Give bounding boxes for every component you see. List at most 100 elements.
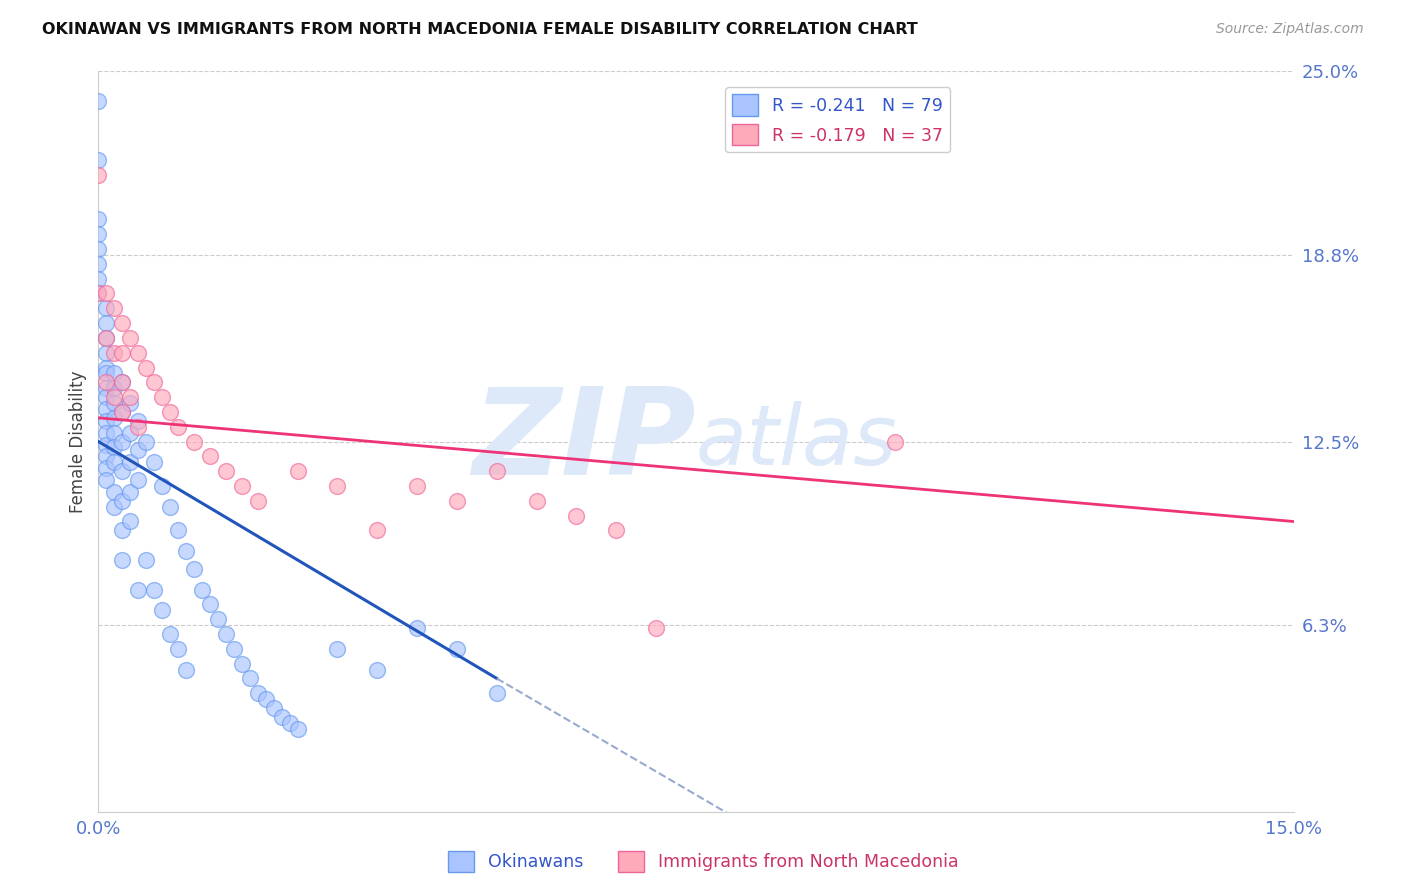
Point — [366, 663, 388, 677]
Point — [263, 701, 285, 715]
Point — [87, 94, 110, 108]
Point — [231, 479, 253, 493]
Point — [127, 473, 149, 487]
Point — [485, 686, 508, 700]
Point — [215, 627, 238, 641]
Point — [96, 414, 118, 428]
Point — [103, 396, 125, 410]
Point — [96, 425, 118, 440]
Point — [127, 345, 149, 359]
Point — [485, 464, 508, 478]
Point — [120, 425, 142, 440]
Point — [96, 376, 118, 390]
Point — [96, 437, 118, 451]
Point — [87, 153, 110, 168]
Point — [87, 286, 110, 301]
Point — [103, 301, 125, 316]
Point — [103, 455, 125, 469]
Point — [96, 331, 118, 345]
Point — [270, 710, 292, 724]
Point — [87, 212, 110, 227]
Point — [150, 603, 173, 617]
Point — [87, 271, 110, 285]
Point — [96, 381, 118, 395]
Point — [103, 381, 125, 395]
Point — [96, 301, 118, 316]
Point — [645, 621, 668, 635]
Point — [96, 360, 118, 375]
Point — [96, 473, 118, 487]
Point — [111, 376, 134, 390]
Point — [111, 345, 134, 359]
Point — [143, 376, 166, 390]
Point — [135, 360, 157, 375]
Point — [366, 524, 388, 538]
Point — [96, 345, 118, 359]
Point — [127, 414, 149, 428]
Point — [198, 598, 221, 612]
Point — [120, 515, 142, 529]
Point — [326, 479, 349, 493]
Point — [246, 686, 269, 700]
Point — [96, 461, 118, 475]
Point — [103, 441, 125, 455]
Point — [207, 612, 229, 626]
Point — [183, 434, 205, 449]
Point — [120, 390, 142, 404]
Point — [143, 455, 166, 469]
Point — [135, 434, 157, 449]
Point — [167, 641, 190, 656]
Point — [326, 641, 349, 656]
Point — [167, 524, 190, 538]
Point — [254, 692, 277, 706]
Point — [103, 367, 125, 381]
Point — [159, 500, 181, 514]
Point — [103, 425, 125, 440]
Point — [96, 450, 118, 464]
Point — [103, 390, 125, 404]
Point — [446, 641, 468, 656]
Point — [111, 405, 134, 419]
Point — [191, 582, 214, 597]
Point — [167, 419, 190, 434]
Point — [96, 316, 118, 330]
Point — [87, 286, 110, 301]
Text: ZIP: ZIP — [472, 383, 696, 500]
Point — [143, 582, 166, 597]
Point — [103, 500, 125, 514]
Point — [884, 434, 907, 449]
Point — [96, 390, 118, 404]
Text: atlas: atlas — [696, 401, 897, 482]
Point — [87, 242, 110, 256]
Point — [103, 345, 125, 359]
Point — [565, 508, 588, 523]
Point — [96, 367, 118, 381]
Point — [96, 401, 118, 416]
Point — [120, 331, 142, 345]
Point — [120, 396, 142, 410]
Point — [222, 641, 245, 656]
Legend: R = -0.241   N = 79, R = -0.179   N = 37: R = -0.241 N = 79, R = -0.179 N = 37 — [725, 87, 950, 153]
Point — [287, 722, 309, 736]
Text: OKINAWAN VS IMMIGRANTS FROM NORTH MACEDONIA FEMALE DISABILITY CORRELATION CHART: OKINAWAN VS IMMIGRANTS FROM NORTH MACEDO… — [42, 22, 918, 37]
Point — [278, 715, 301, 730]
Point — [287, 464, 309, 478]
Point — [127, 582, 149, 597]
Point — [239, 672, 262, 686]
Point — [406, 479, 429, 493]
Point — [150, 390, 173, 404]
Point — [120, 455, 142, 469]
Point — [111, 524, 134, 538]
Point — [111, 464, 134, 478]
Point — [87, 227, 110, 242]
Y-axis label: Female Disability: Female Disability — [69, 370, 87, 513]
Point — [120, 484, 142, 499]
Point — [215, 464, 238, 478]
Point — [150, 479, 173, 493]
Point — [87, 257, 110, 271]
Text: Source: ZipAtlas.com: Source: ZipAtlas.com — [1216, 22, 1364, 37]
Point — [111, 376, 134, 390]
Point — [103, 410, 125, 425]
Point — [174, 544, 197, 558]
Point — [446, 493, 468, 508]
